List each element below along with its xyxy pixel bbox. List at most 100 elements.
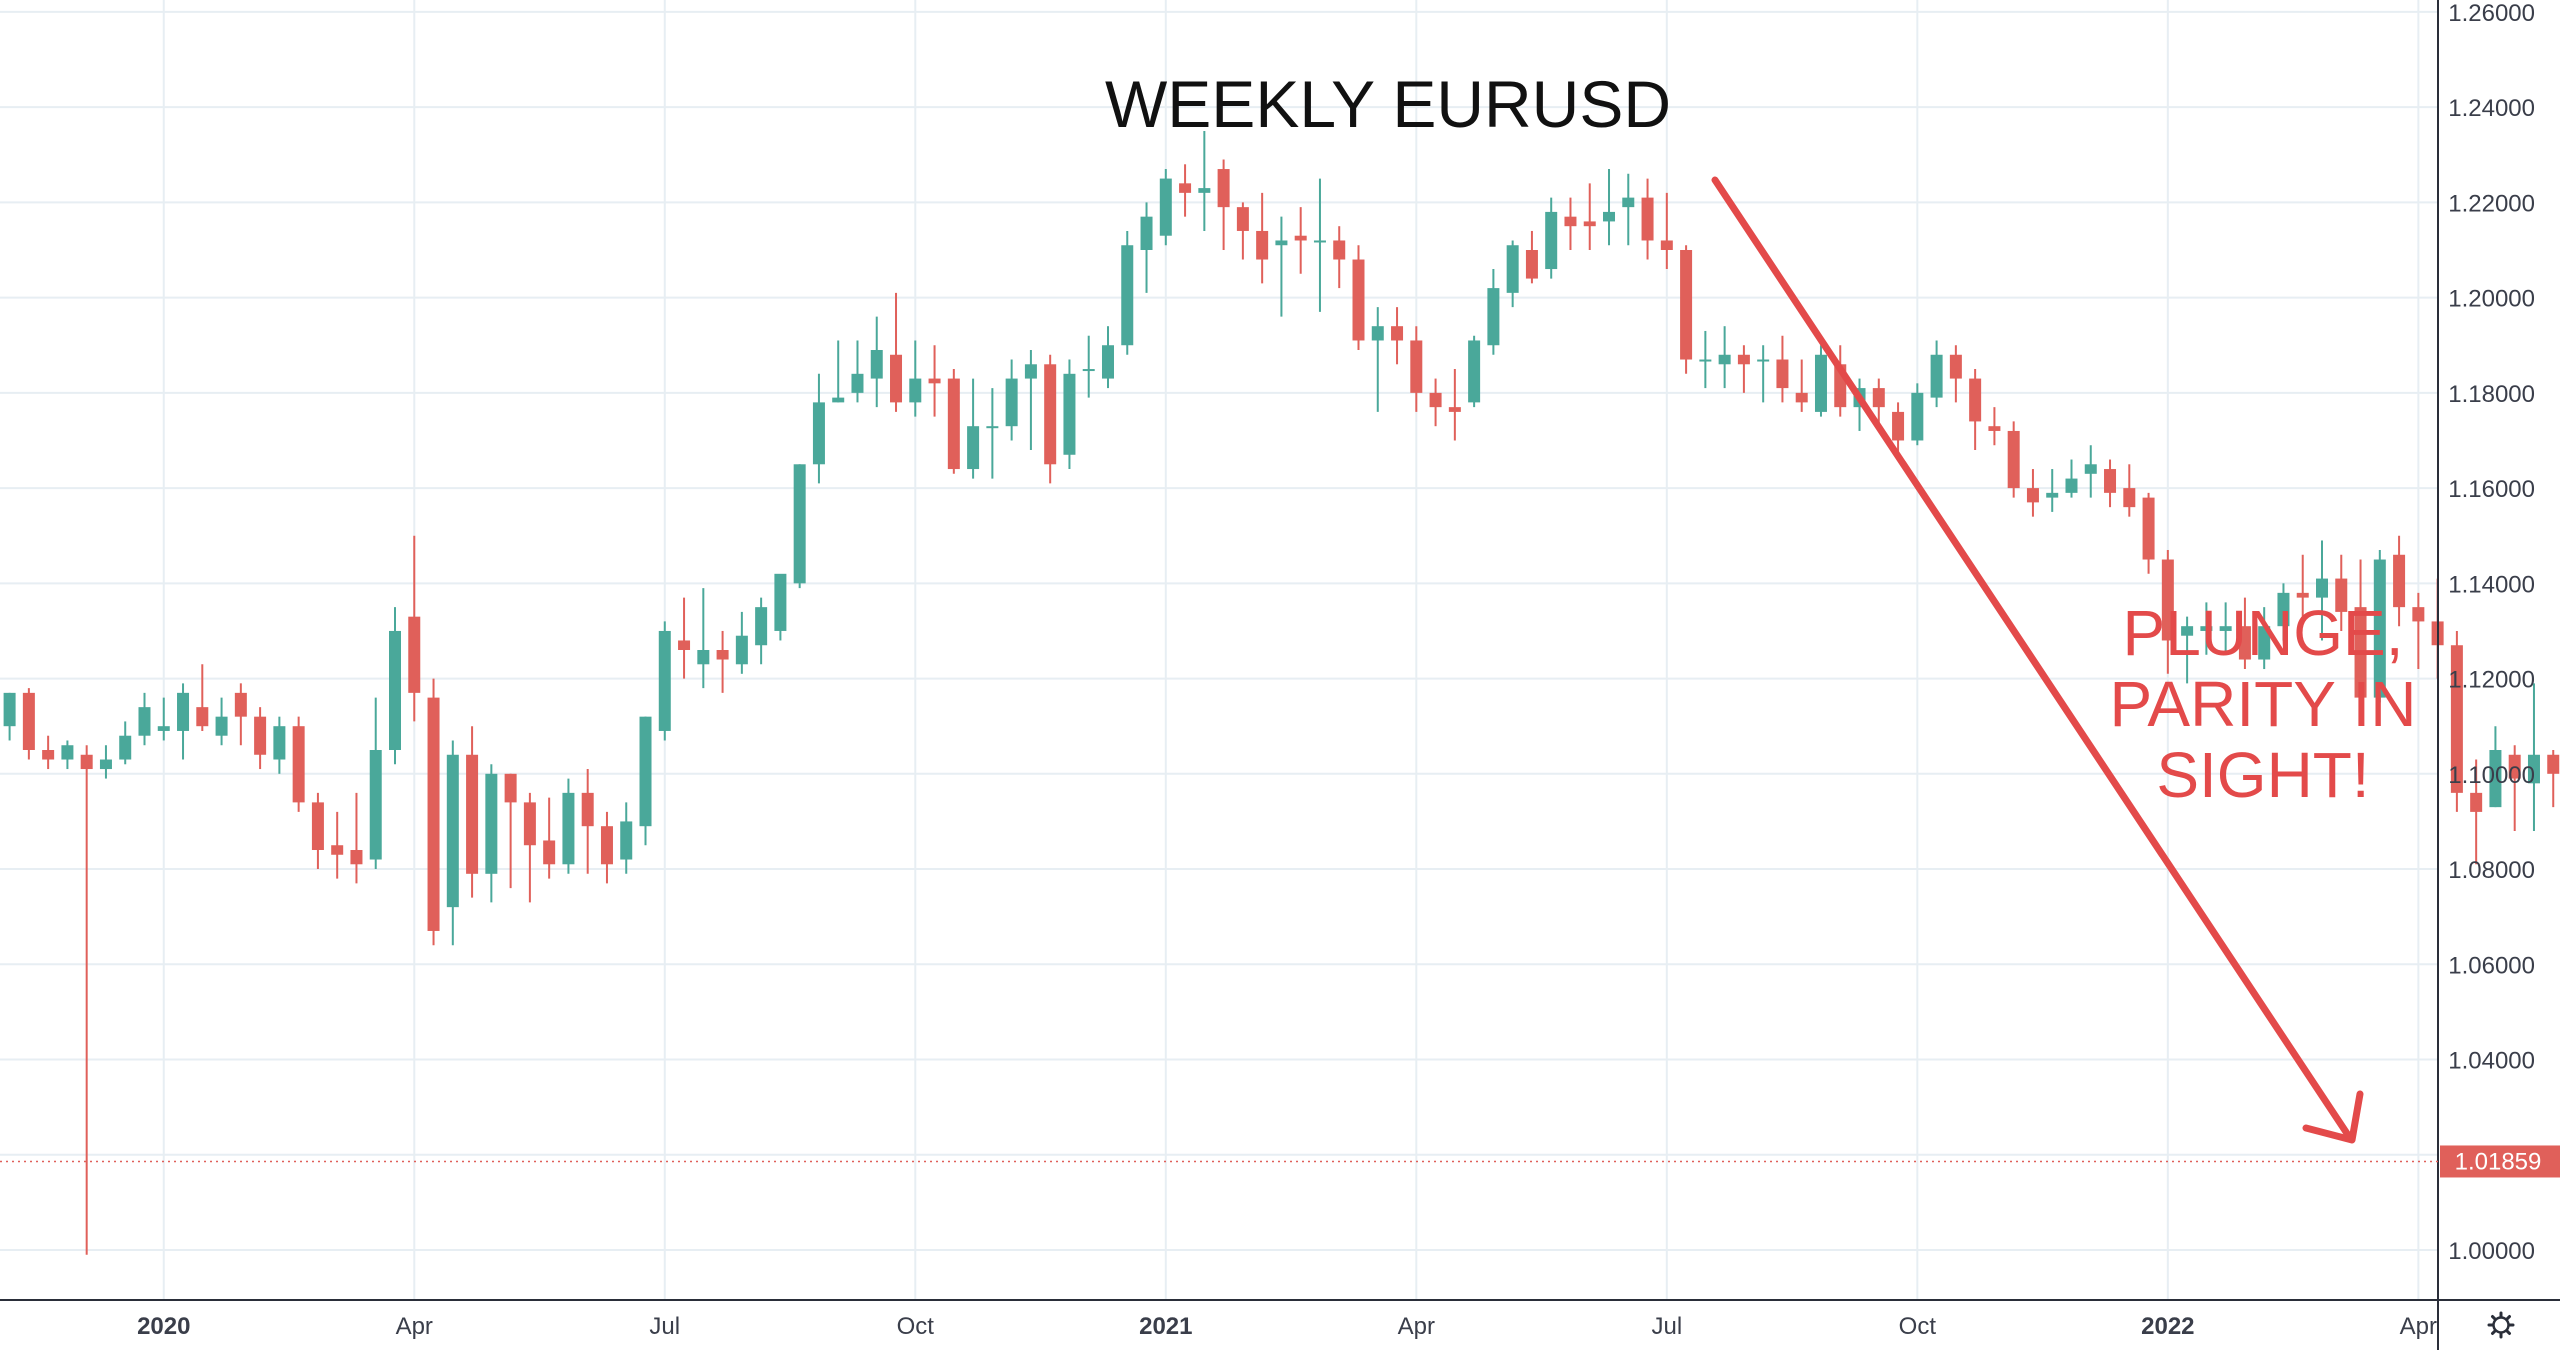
y-tick-label: 1.24000 xyxy=(2448,95,2535,122)
candle-body xyxy=(2470,792,2483,812)
candle-body xyxy=(2142,497,2155,560)
chart-title: WEEKLY EURUSD xyxy=(1105,67,1671,141)
candle-body xyxy=(389,630,401,750)
candle-body xyxy=(292,726,305,803)
candle-body xyxy=(1564,216,1577,227)
candle-body xyxy=(177,692,190,731)
candle-body xyxy=(774,573,787,631)
candle-body xyxy=(600,826,613,865)
y-tick-label: 1.20000 xyxy=(2448,286,2535,313)
candle-body xyxy=(1005,378,1018,427)
candle-body xyxy=(1294,235,1307,241)
candle-body xyxy=(1949,354,1962,379)
candle-body xyxy=(2412,607,2425,622)
candle-body xyxy=(119,735,132,760)
candle-body xyxy=(42,750,55,760)
candle-body xyxy=(234,692,247,717)
y-tick-label: 1.06000 xyxy=(2448,952,2535,979)
candle-body xyxy=(1969,378,1982,422)
candle-body xyxy=(1525,250,1538,279)
candle-body xyxy=(1236,207,1249,231)
candle-body xyxy=(1391,326,1404,341)
candle-body xyxy=(1583,221,1596,227)
trend-arrow-head xyxy=(2302,1090,2364,1144)
grid-lines xyxy=(0,0,2438,1300)
candle-body xyxy=(1101,345,1114,379)
candle-body xyxy=(1487,288,1500,346)
x-tick-label: Apr xyxy=(1398,1313,1435,1340)
candle-body xyxy=(697,650,710,665)
candle-body xyxy=(80,754,93,770)
candle-body xyxy=(504,773,517,803)
x-tick-label: Apr xyxy=(2400,1313,2437,1340)
candle-body xyxy=(678,640,691,650)
candle-body xyxy=(2258,626,2271,660)
candle-body xyxy=(2161,559,2174,641)
candle-body xyxy=(369,750,382,860)
candle-body xyxy=(446,754,459,908)
candle-body xyxy=(1217,169,1230,208)
candle-body xyxy=(755,607,768,646)
candle-body xyxy=(2296,592,2309,598)
candle-body xyxy=(1506,245,1519,293)
candle-body xyxy=(1930,354,1943,398)
candle-body xyxy=(562,792,575,865)
candle-body xyxy=(1603,211,1616,222)
candle-body xyxy=(716,650,729,660)
candle-body xyxy=(2547,754,2560,774)
candle-body xyxy=(2200,626,2213,631)
candle-body xyxy=(1044,364,1057,465)
candle-body xyxy=(1140,216,1153,250)
candle-body xyxy=(1179,183,1192,193)
gear-ring xyxy=(2492,1316,2510,1334)
candle-body xyxy=(2065,478,2078,493)
candle-body xyxy=(1410,340,1423,393)
candle-body xyxy=(947,378,960,470)
candle-body xyxy=(1641,197,1654,241)
candle-body xyxy=(793,464,806,584)
candles xyxy=(3,130,2560,1255)
y-tick-label: 1.08000 xyxy=(2448,857,2535,884)
candle-body xyxy=(1468,340,1481,403)
candle-body xyxy=(2238,626,2251,660)
candle-body xyxy=(2026,488,2039,503)
candle-body xyxy=(1275,240,1288,246)
candle-body xyxy=(1872,388,1885,408)
candle-body xyxy=(215,716,228,736)
candle-body xyxy=(1718,354,1731,365)
candle-body xyxy=(311,802,324,850)
x-tick-label: 2020 xyxy=(137,1313,190,1340)
candle-body xyxy=(273,726,286,760)
candle-body xyxy=(2489,750,2502,808)
candle-body xyxy=(890,354,903,403)
candle-body xyxy=(2219,626,2232,631)
annotation-line: SIGHT! xyxy=(2156,739,2369,811)
candle-body xyxy=(1352,259,1365,341)
candle-body xyxy=(1680,250,1693,360)
y-tick-label: 1.16000 xyxy=(2448,476,2535,503)
candle-body xyxy=(1757,359,1770,362)
candle-body xyxy=(658,630,671,731)
candle-body xyxy=(254,716,267,755)
candle-body xyxy=(350,850,363,865)
x-tick-label: Oct xyxy=(897,1313,935,1340)
candle-body xyxy=(2450,645,2463,793)
y-tick-label: 1.18000 xyxy=(2448,381,2535,408)
candle-body xyxy=(1333,240,1346,260)
candle-body xyxy=(2373,559,2386,698)
candle-body xyxy=(99,759,112,770)
y-tick-label: 1.12000 xyxy=(2448,667,2535,694)
y-tick-label: 1.04000 xyxy=(2448,1048,2535,1075)
candle-body xyxy=(331,845,344,855)
gear-icon[interactable] xyxy=(2487,1311,2515,1339)
candle-body xyxy=(1448,407,1461,412)
candle-body xyxy=(157,726,170,731)
candle-body xyxy=(1159,178,1172,236)
y-tick-label: 1.22000 xyxy=(2448,190,2535,217)
candle-body xyxy=(1121,245,1134,346)
candle-body xyxy=(3,692,16,727)
x-tick-label: 2021 xyxy=(1139,1313,1192,1340)
x-tick-label: 2022 xyxy=(2141,1313,2194,1340)
